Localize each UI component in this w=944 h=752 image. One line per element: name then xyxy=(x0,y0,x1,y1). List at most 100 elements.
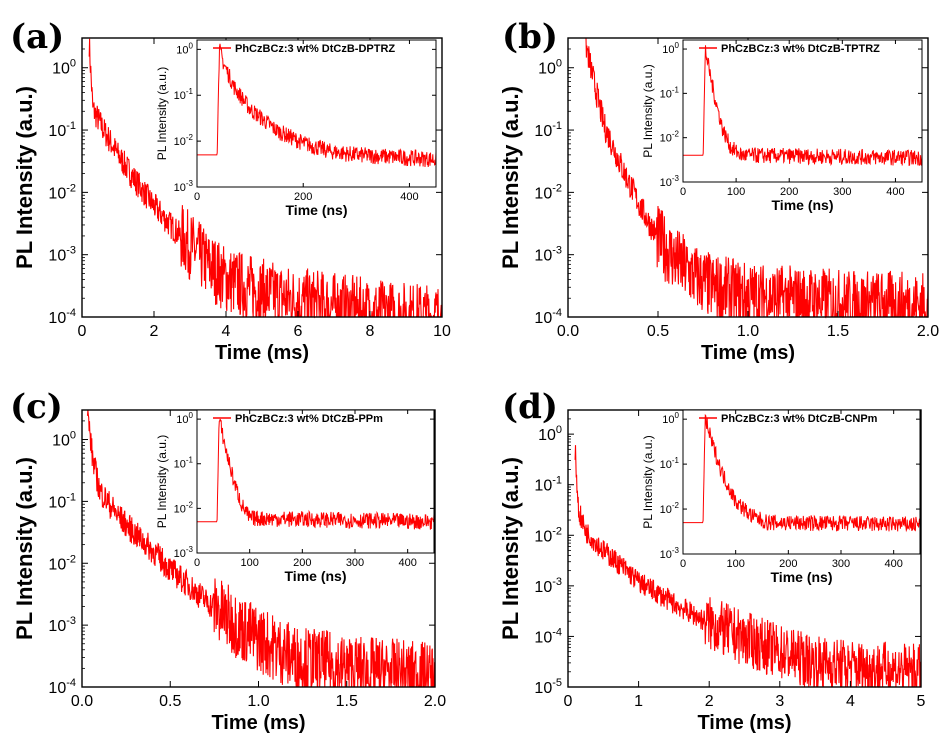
inset-2-ytick-label: 10-1 xyxy=(174,456,194,471)
inset-1-xtick-label: 100 xyxy=(727,186,745,198)
panel-1-xtick-label: 0.0 xyxy=(557,323,579,340)
panel-letter: (d) xyxy=(502,387,558,427)
inset-0-xtick-label: 400 xyxy=(400,191,418,203)
panel-3-xtick-label: 4 xyxy=(846,693,855,710)
inset-3-ylabel: PL Intensity (a.u.) xyxy=(641,435,655,529)
inset-2-frame xyxy=(196,409,435,554)
panel-1-xtick-label: 0.5 xyxy=(647,323,669,340)
panel-letter: (b) xyxy=(502,17,558,57)
panel-0-frame xyxy=(81,37,443,318)
inset-3-xlabel: Time (ns) xyxy=(771,569,833,585)
panel-c: (c) 0.0 0.5 1.0 1.5 2.0 10-4 10-3 10-2 10-1 100 Tim… xyxy=(10,387,446,734)
inset-0-series-line xyxy=(197,43,437,168)
inset-3-ytick-label: 10-3 xyxy=(660,546,680,561)
panel-2-ytick-label: 100 xyxy=(52,430,76,450)
inset-3-ytick-label: 10-1 xyxy=(660,456,680,471)
panel-2-xtick-label: 2.0 xyxy=(424,693,446,710)
inset-1-xtick-label: 300 xyxy=(833,186,851,198)
panel-2-xtick-label: 0.0 xyxy=(71,693,93,710)
panel-0-xtick-label: 10 xyxy=(433,323,451,340)
inset-1-xlabel: Time (ns) xyxy=(772,197,834,213)
legend-label: PhCzBCz:3 wt% DtCzB-TPTRZ xyxy=(721,43,880,55)
inset-1-ytick-label: 100 xyxy=(662,41,679,56)
panel-3-ytick-label: 100 xyxy=(538,424,562,444)
panel-0-xtick-label: 4 xyxy=(222,323,231,340)
inset-2-xtick-label: 200 xyxy=(293,557,311,569)
panel-b: (b) 0.0 0.5 1.0 1.5 2.0 10-4 10-3 10-2 10-1 100 Tim… xyxy=(498,17,939,364)
legend-label: PhCzBCz:3 wt% DtCzB-CNPm xyxy=(721,413,878,425)
inset-1-ylabel: PL Intensity (a.u.) xyxy=(641,64,655,158)
inset-3-xtick-label: 0 xyxy=(680,558,686,570)
panel-letter: (a) xyxy=(10,17,64,57)
inset-2-xtick-label: 400 xyxy=(398,557,416,569)
inset-1-xtick-label: 200 xyxy=(780,186,798,198)
panel-1-xlabel: Time (ms) xyxy=(701,342,795,364)
panel-0-ytick-label: 10-2 xyxy=(48,182,76,202)
inset-background xyxy=(683,410,920,554)
panel-2-ytick-label: 10-4 xyxy=(48,677,76,697)
inset-2-ytick-label: 100 xyxy=(176,411,193,426)
panel-1-xtick-label: 2.0 xyxy=(917,323,939,340)
panel-0-xtick-label: 6 xyxy=(294,323,303,340)
panel-2-ytick-label: 10-1 xyxy=(48,491,76,511)
panel-3-ytick-label: 10-5 xyxy=(534,677,562,697)
inset-background xyxy=(197,40,436,187)
inset-0-xlabel: Time (ns) xyxy=(286,202,348,218)
panel-0-ytick-label: 10-4 xyxy=(48,307,76,327)
panel-a: (a) 0 2 4 6 8 10 10-4 10-3 10-2 10-1 100 Time (ms) PL… xyxy=(10,17,451,364)
inset-1-series-line xyxy=(683,45,923,167)
panel-0-xtick-label: 8 xyxy=(366,323,375,340)
panel-2-xtick-label: 1.5 xyxy=(336,693,358,710)
panel-3-series-line xyxy=(574,445,922,688)
inset-2-xtick-label: 300 xyxy=(346,557,364,569)
panel-0-ytick-label: 10-1 xyxy=(48,120,76,140)
inset-2-ylabel: PL Intensity (a.u.) xyxy=(155,435,169,529)
inset-d: 0 100 200 300 400 10-3 10-2 10-1 100 Time (ns) PL … xyxy=(641,409,921,585)
panel-d: (d) 0 1 2 3 4 5 10-5 10-4 10-3 10-2 10-1 100 Time (ms… xyxy=(498,387,926,734)
inset-2-ytick-label: 10-3 xyxy=(174,545,194,560)
panel-3-ytick-label: 10-2 xyxy=(534,525,562,545)
panel-1-ytick-label: 10-3 xyxy=(534,245,562,265)
panel-0-xlabel: Time (ms) xyxy=(215,342,309,364)
panel-0-ylabel: PL Intensity (a.u.) xyxy=(12,86,37,269)
panel-3-xtick-label: 2 xyxy=(705,693,714,710)
inset-3-ytick-label: 10-2 xyxy=(660,501,680,516)
panel-2-xtick-label: 1.0 xyxy=(247,693,269,710)
inset-3-ytick-label: 100 xyxy=(662,411,679,426)
panel-1-ytick-label: 10-2 xyxy=(534,182,562,202)
legend-label: PhCzBCz:3 wt% DtCzB-DPTRZ xyxy=(235,43,395,55)
panel-3-xtick-label: 1 xyxy=(634,693,643,710)
inset-0-ytick-label: 100 xyxy=(176,41,193,56)
inset-1-xtick-label: 0 xyxy=(680,186,686,198)
panel-3-xtick-label: 3 xyxy=(775,693,784,710)
panel-1-xtick-label: 1.5 xyxy=(827,323,849,340)
inset-0-ytick-label: 10-2 xyxy=(174,133,194,148)
inset-0-xtick-label: 200 xyxy=(294,191,312,203)
inset-3-xtick-label: 300 xyxy=(832,558,850,570)
legend-label: PhCzBCz:3 wt% DtCzB-PPm xyxy=(235,413,383,425)
panel-1-ytick-label: 10-4 xyxy=(534,307,562,327)
inset-1-ytick-label: 10-2 xyxy=(660,130,680,145)
inset-0-frame xyxy=(196,39,437,188)
panel-2-ytick-label: 10-3 xyxy=(48,615,76,635)
inset-1-ytick-label: 10-3 xyxy=(660,174,680,189)
panel-1-xtick-label: 1.0 xyxy=(737,323,759,340)
panel-3-ytick-label: 10-1 xyxy=(534,475,562,495)
panel-0-series-line xyxy=(88,38,443,319)
panel-0-ytick-label: 10-3 xyxy=(48,245,76,265)
inset-3-xtick-label: 200 xyxy=(779,558,797,570)
inset-0-ylabel: PL Intensity (a.u.) xyxy=(155,67,169,161)
inset-0-ytick-label: 10-3 xyxy=(174,179,194,194)
inset-a: 0 200 400 10-3 10-2 10-1 100 Time (ns) PL Intens… xyxy=(155,39,437,218)
panel-2-series-line xyxy=(86,409,436,688)
inset-3-xtick-label: 400 xyxy=(884,558,902,570)
panel-2-ytick-label: 10-2 xyxy=(48,553,76,573)
inset-3-xtick-label: 100 xyxy=(726,558,744,570)
inset-b: 0 100 200 300 400 10-3 10-2 10-1 100 Time (ns) PL … xyxy=(641,39,923,213)
panel-3-ytick-label: 10-3 xyxy=(534,576,562,596)
panel-2-xtick-label: 0.5 xyxy=(159,693,181,710)
panel-1-ytick-label: 100 xyxy=(538,58,562,78)
panel-2-ylabel: PL Intensity (a.u.) xyxy=(12,457,37,640)
panel-letter: (c) xyxy=(10,387,63,427)
